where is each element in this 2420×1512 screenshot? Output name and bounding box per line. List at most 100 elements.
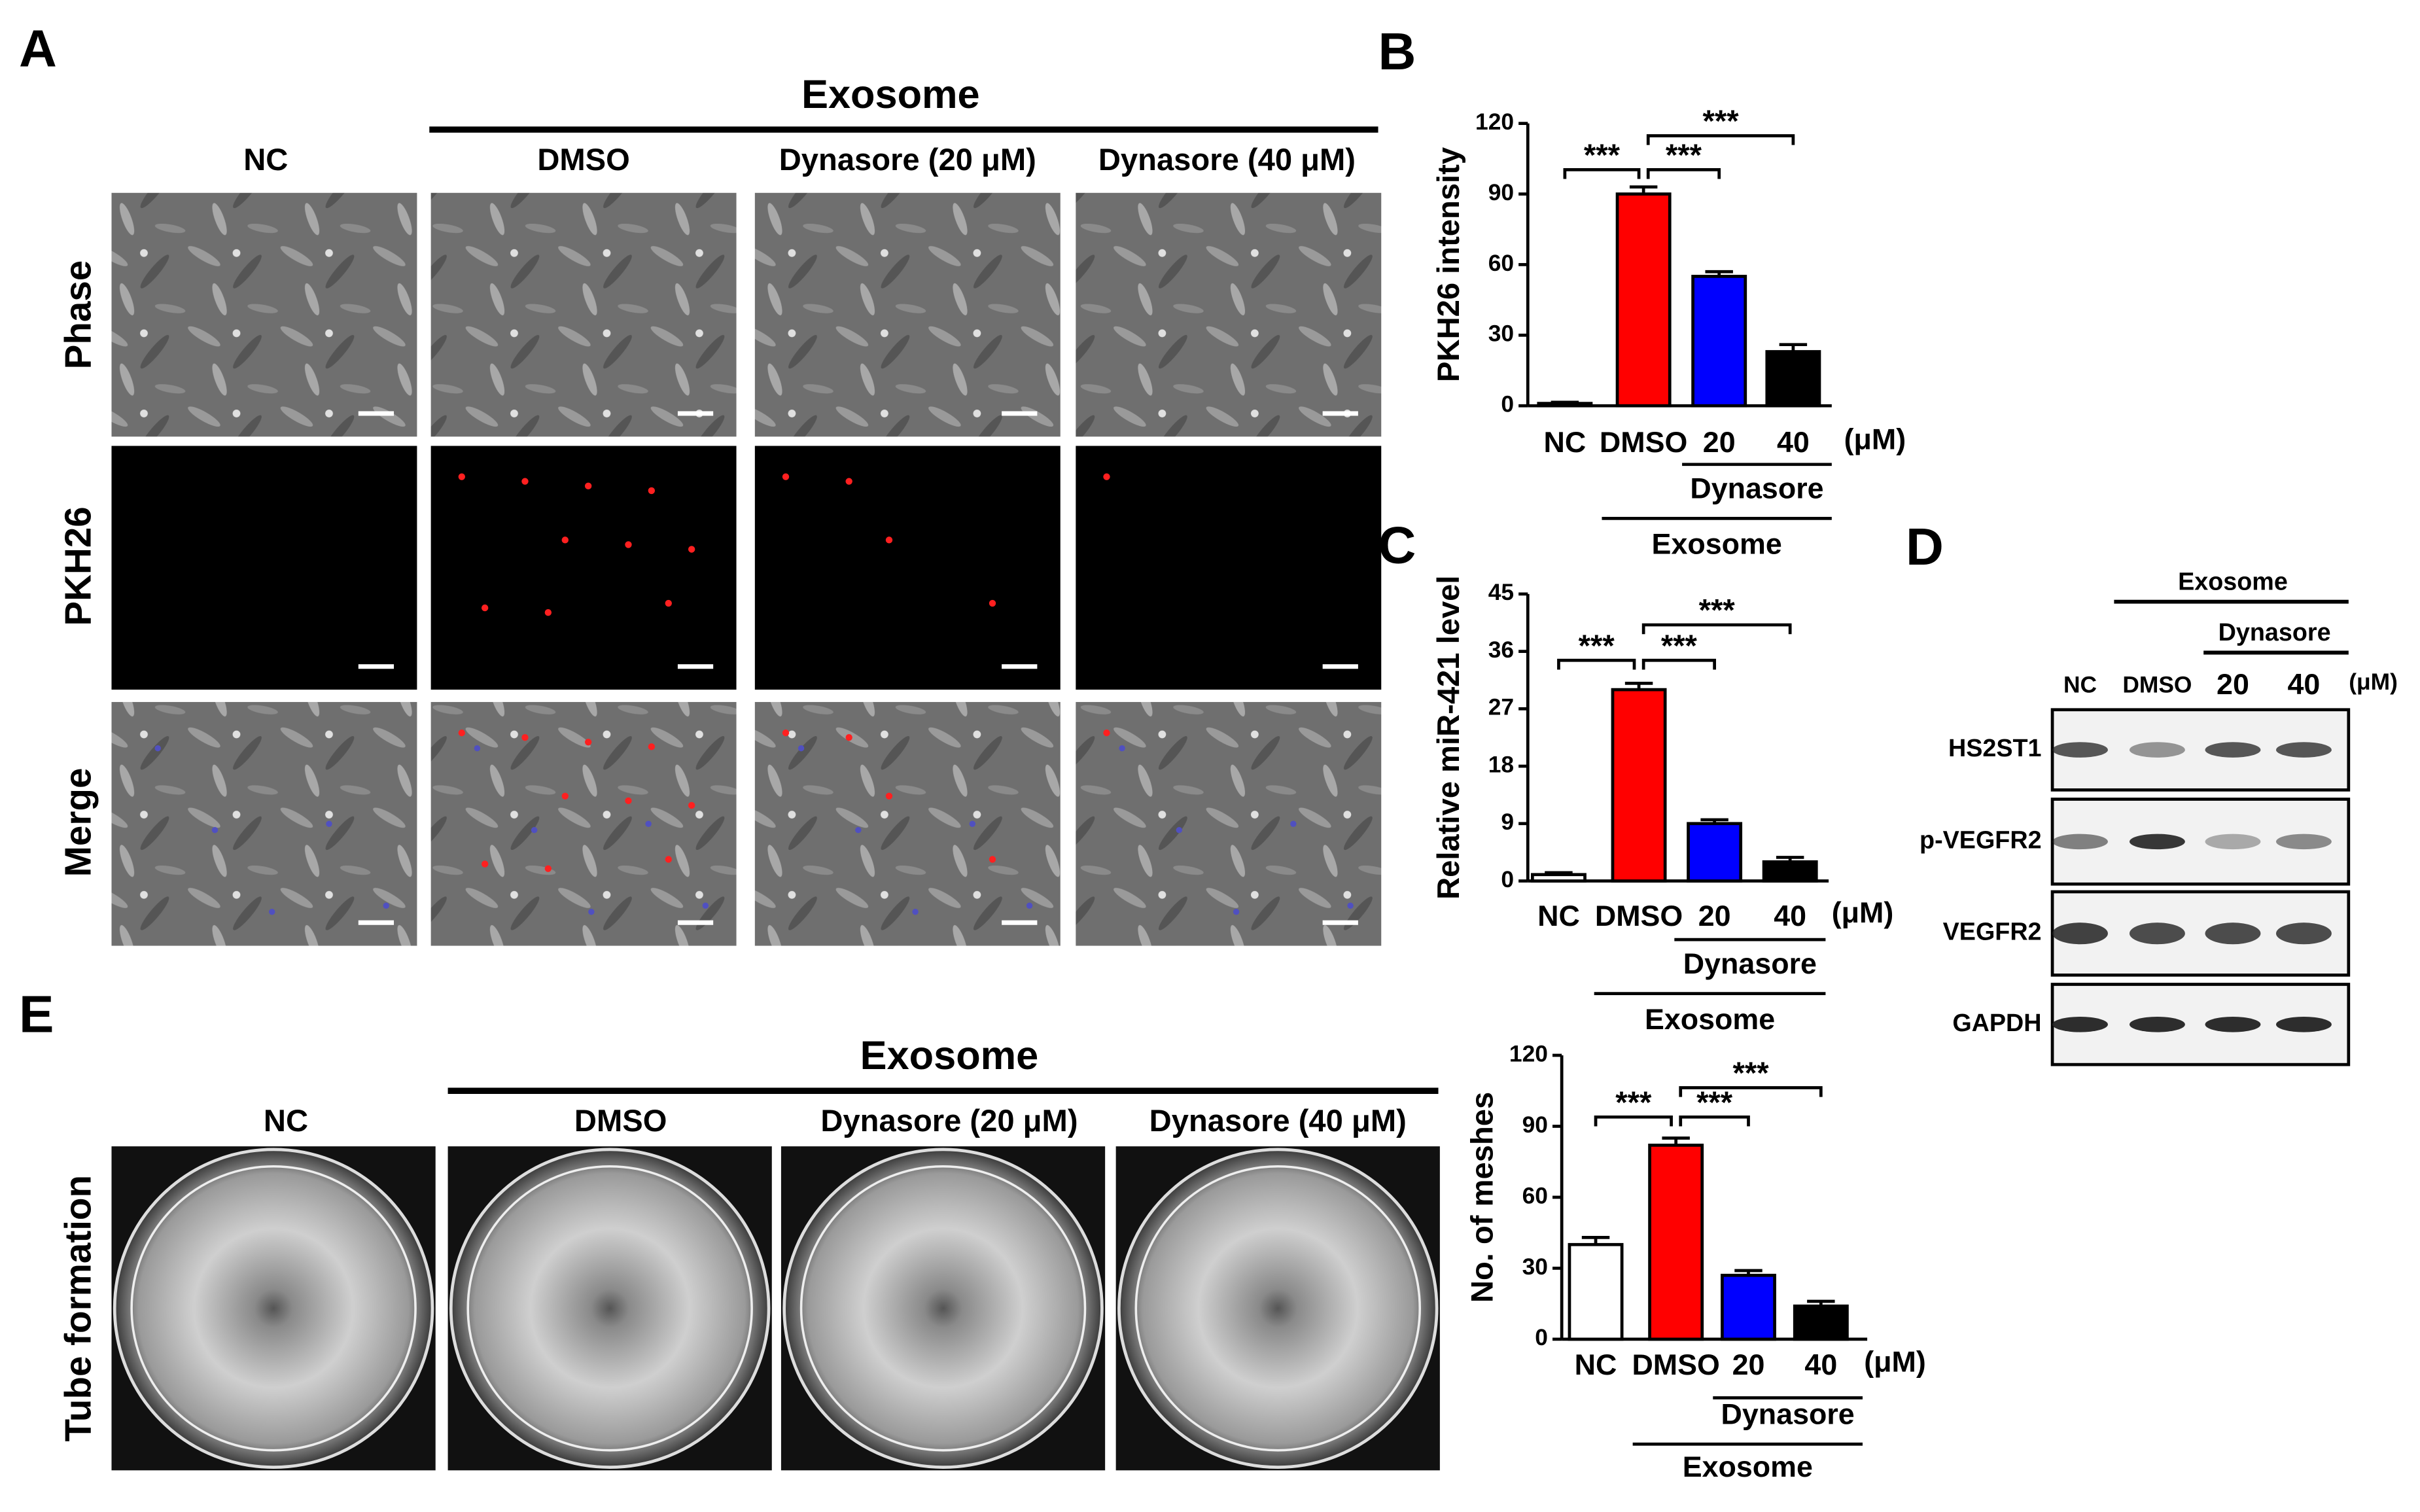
micrograph xyxy=(1076,446,1382,690)
micrograph xyxy=(430,701,737,946)
band xyxy=(2052,1017,2108,1032)
x-tick-label: DMSO xyxy=(1595,900,1683,932)
significance-label: *** xyxy=(1579,628,1615,663)
fluorescent-spot xyxy=(845,734,852,741)
y-tick-label: 0 xyxy=(1501,392,1514,417)
group-label: Exosome xyxy=(1652,528,1782,561)
micrograph xyxy=(1076,701,1382,946)
well-rim xyxy=(799,1165,1087,1452)
band xyxy=(2275,834,2332,850)
x-tick-label: 20 xyxy=(1703,426,1736,459)
band xyxy=(2205,923,2261,945)
band xyxy=(2129,1017,2185,1032)
row-label: Phase xyxy=(57,260,98,370)
group-label: Exosome xyxy=(2178,567,2288,595)
micrograph xyxy=(754,192,1061,437)
x-tick-label: 40 xyxy=(1804,1348,1837,1381)
group-label: Exosome xyxy=(801,71,980,116)
x-tick-label: DMSO xyxy=(1632,1348,1719,1381)
fluorescent-spot xyxy=(481,860,489,868)
fluorescent-spot xyxy=(989,856,996,863)
subgroup-label: Dynasore xyxy=(1721,1398,1855,1431)
unit-label: (μM) xyxy=(1832,896,1894,929)
significance-bracket xyxy=(1594,1115,1673,1127)
significance-label: *** xyxy=(1696,1085,1733,1119)
band xyxy=(2129,742,2185,758)
nucleus xyxy=(154,745,161,752)
nucleus xyxy=(211,826,219,834)
y-tick-label: 60 xyxy=(1488,251,1514,276)
lane-label: DMSO xyxy=(2122,673,2192,698)
y-tick-label: 90 xyxy=(1488,180,1514,205)
y-axis-title: No. of meshes xyxy=(1465,1092,1499,1303)
column-label: Dynasore (40 μM) xyxy=(1149,1103,1407,1138)
row-label: PKH26 xyxy=(57,506,98,625)
band xyxy=(2052,742,2108,758)
fluorescent-spot xyxy=(458,473,465,480)
fluorescent-spot xyxy=(845,478,852,485)
band xyxy=(2052,834,2108,850)
bar xyxy=(1537,402,1593,408)
band xyxy=(2129,834,2185,850)
y-tick-label: 18 xyxy=(1488,752,1514,777)
y-axis-title: PKH26 intensity xyxy=(1431,147,1465,382)
well-rim xyxy=(130,1165,417,1452)
fluorescent-spot xyxy=(561,792,569,800)
group-label: Exosome xyxy=(1645,1003,1775,1036)
nucleus xyxy=(326,820,332,827)
nucleus xyxy=(383,902,389,909)
group-label: Exosome xyxy=(1683,1450,1813,1483)
micrograph xyxy=(754,701,1061,946)
significance-bracket xyxy=(1557,658,1636,670)
y-tick-label: 27 xyxy=(1488,695,1514,720)
well-rim xyxy=(466,1165,753,1452)
nucleus xyxy=(588,908,595,915)
bar xyxy=(1568,1242,1624,1341)
subgroup-label: Dynasore xyxy=(2218,618,2331,646)
bar xyxy=(1721,1273,1776,1341)
column-label: DMSO xyxy=(537,142,629,177)
unit-label: (μM) xyxy=(2349,669,2398,695)
micrograph xyxy=(754,446,1061,690)
bar xyxy=(1611,688,1667,883)
unit-label: (μM) xyxy=(1864,1345,1926,1378)
significance-label: *** xyxy=(1699,593,1736,627)
fluorescent-spot xyxy=(782,473,790,480)
fluorescent-spot xyxy=(481,604,489,612)
significance-bracket xyxy=(1563,168,1641,179)
band xyxy=(2275,923,2332,945)
micrograph xyxy=(430,446,737,690)
band xyxy=(2275,1017,2332,1032)
band xyxy=(2052,923,2108,945)
fluorescent-spot xyxy=(544,609,552,616)
y-tick-label: 120 xyxy=(1509,1041,1548,1066)
significance-label: *** xyxy=(1703,103,1740,138)
lane-label: 40 xyxy=(2288,668,2321,701)
well xyxy=(113,1148,434,1469)
band xyxy=(2205,834,2261,850)
protein-label: HS2ST1 xyxy=(1948,734,2042,762)
y-tick-label: 120 xyxy=(1475,109,1514,135)
fluorescent-spot xyxy=(1103,473,1110,480)
band xyxy=(2205,742,2261,758)
x-tick-label: NC xyxy=(1544,426,1587,459)
significance-label: *** xyxy=(1615,1085,1652,1119)
x-tick-label: NC xyxy=(1575,1348,1617,1381)
lane-label: 20 xyxy=(2217,668,2249,701)
group-label: Exosome xyxy=(860,1032,1039,1078)
nucleus xyxy=(798,745,805,752)
panel-letter: A xyxy=(19,18,57,77)
y-tick-label: 0 xyxy=(1501,867,1514,892)
protein-label: GAPDH xyxy=(1952,1009,2041,1036)
x-tick-label: 40 xyxy=(1774,900,1806,932)
row-label: Merge xyxy=(57,768,98,877)
bar xyxy=(1691,275,1747,408)
y-tick-label: 30 xyxy=(1522,1254,1548,1280)
nucleus xyxy=(702,902,709,909)
y-tick-label: 36 xyxy=(1488,637,1514,663)
well-rim xyxy=(1134,1165,1421,1452)
bar xyxy=(1687,822,1743,883)
y-axis-title: Relative miR-421 level xyxy=(1431,575,1465,899)
micrograph xyxy=(430,192,737,437)
